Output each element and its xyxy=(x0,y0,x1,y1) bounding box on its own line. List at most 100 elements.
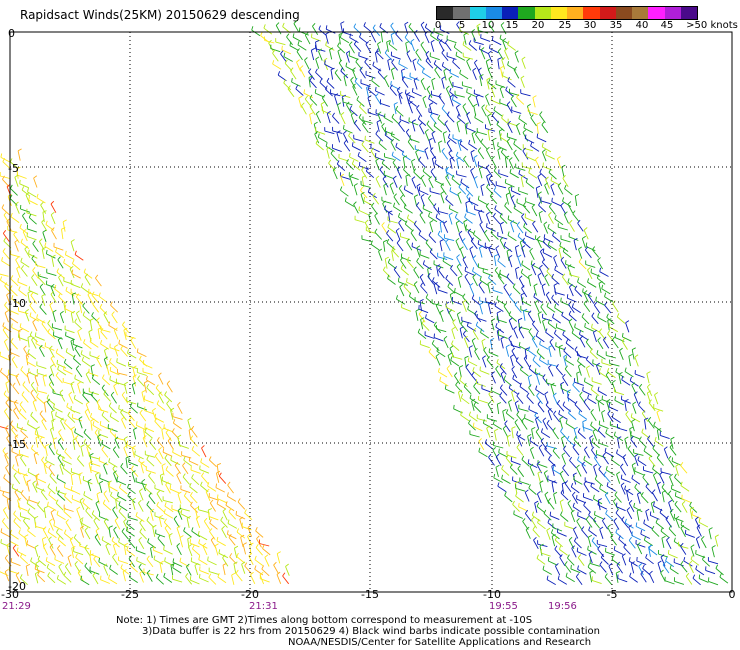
wind-barb xyxy=(170,565,174,576)
wind-barb xyxy=(359,103,362,108)
wind-barb xyxy=(536,238,542,249)
wind-barb xyxy=(74,374,76,379)
wind-barb xyxy=(645,511,649,521)
wind-barb xyxy=(18,529,21,534)
wind-barb xyxy=(55,251,64,259)
wind-barb xyxy=(522,202,526,206)
wind-barb xyxy=(480,328,483,333)
wind-barb xyxy=(233,563,237,574)
wind-barb xyxy=(577,459,586,467)
wind-barb xyxy=(170,563,175,566)
wind-barb xyxy=(137,378,145,387)
wind-barb xyxy=(604,296,614,303)
wind-barb xyxy=(464,273,469,278)
wind-barb xyxy=(309,76,313,81)
wind-barb xyxy=(590,268,592,273)
wind-barb xyxy=(485,96,490,106)
wind-barb xyxy=(390,81,392,86)
wind-barb xyxy=(337,102,342,106)
wind-barb xyxy=(412,58,417,62)
wind-barb xyxy=(578,246,582,250)
wind-barb xyxy=(9,285,13,290)
wind-barb xyxy=(591,540,600,549)
wind-barb xyxy=(654,440,664,447)
wind-barb xyxy=(532,97,536,108)
wind-barb xyxy=(19,577,28,586)
wind-barb xyxy=(525,201,536,206)
wind-barb xyxy=(314,133,320,144)
wind-barb xyxy=(577,511,579,516)
wind-barb xyxy=(675,518,680,529)
wind-barb xyxy=(480,138,484,143)
wind-barb xyxy=(584,326,594,332)
wind-barb xyxy=(77,458,85,467)
wind-barb xyxy=(214,543,219,547)
wind-barb xyxy=(370,147,380,153)
wind-barb xyxy=(27,290,32,294)
wind-barb xyxy=(596,350,599,355)
wind-barb xyxy=(542,569,552,575)
wind-barb xyxy=(532,529,540,538)
wind-barb xyxy=(591,327,601,333)
wind-barb xyxy=(510,354,515,358)
wind-barb xyxy=(413,281,418,285)
wind-barb xyxy=(352,86,358,96)
wind-barb xyxy=(590,482,593,487)
wind-barb xyxy=(391,62,398,71)
wind-barb xyxy=(581,526,585,531)
wind-barb xyxy=(64,419,67,424)
wind-barb xyxy=(128,461,139,467)
wind-barb xyxy=(182,462,186,466)
wind-barb xyxy=(3,474,6,479)
wind-barb xyxy=(550,385,555,395)
wind-barb xyxy=(508,157,513,161)
wind-barb xyxy=(564,368,572,377)
wind-barb xyxy=(541,258,545,263)
wind-barb xyxy=(408,103,413,114)
wind-barb xyxy=(499,133,502,138)
wind-barb xyxy=(595,296,597,301)
wind-barb xyxy=(669,564,672,569)
wind-barb xyxy=(608,565,614,576)
wind-barb xyxy=(244,512,253,521)
wind-barb xyxy=(56,510,59,515)
wind-barb xyxy=(601,362,612,367)
wind-barb xyxy=(545,328,548,333)
wind-barb xyxy=(487,53,493,63)
wind-barb xyxy=(37,574,46,583)
wind-barb xyxy=(34,376,39,387)
wind-barb xyxy=(325,41,328,46)
wind-barb xyxy=(584,446,588,450)
wind-barb xyxy=(500,338,504,349)
wind-barb xyxy=(20,257,23,262)
wind-barb xyxy=(612,339,619,349)
wind-barb xyxy=(541,261,550,270)
wind-barb xyxy=(508,311,512,316)
wind-barb xyxy=(674,477,683,485)
wind-barb xyxy=(552,427,556,432)
wind-barb xyxy=(398,123,405,133)
wind-barb xyxy=(443,68,448,71)
wind-barb xyxy=(31,448,40,456)
wind-barb xyxy=(350,79,356,89)
wind-barb xyxy=(59,392,66,402)
wind-barb xyxy=(690,558,700,566)
wind-barb xyxy=(541,146,552,153)
wind-barb xyxy=(452,300,462,305)
wind-barb xyxy=(65,286,68,291)
wind-barb xyxy=(227,519,230,524)
wind-barb xyxy=(630,563,635,574)
wind-barb xyxy=(406,94,410,105)
wind-barb xyxy=(551,480,556,483)
wind-barb xyxy=(428,140,432,151)
wind-barb xyxy=(607,371,616,379)
wind-barb xyxy=(633,394,639,404)
wind-barb xyxy=(14,488,19,493)
wind-barb xyxy=(58,292,61,297)
wind-barb xyxy=(613,501,619,511)
wind-barb xyxy=(472,67,477,71)
wind-barb xyxy=(39,410,43,415)
wind-barb xyxy=(474,113,477,118)
wind-barb xyxy=(55,449,58,454)
wind-barb xyxy=(514,247,518,258)
